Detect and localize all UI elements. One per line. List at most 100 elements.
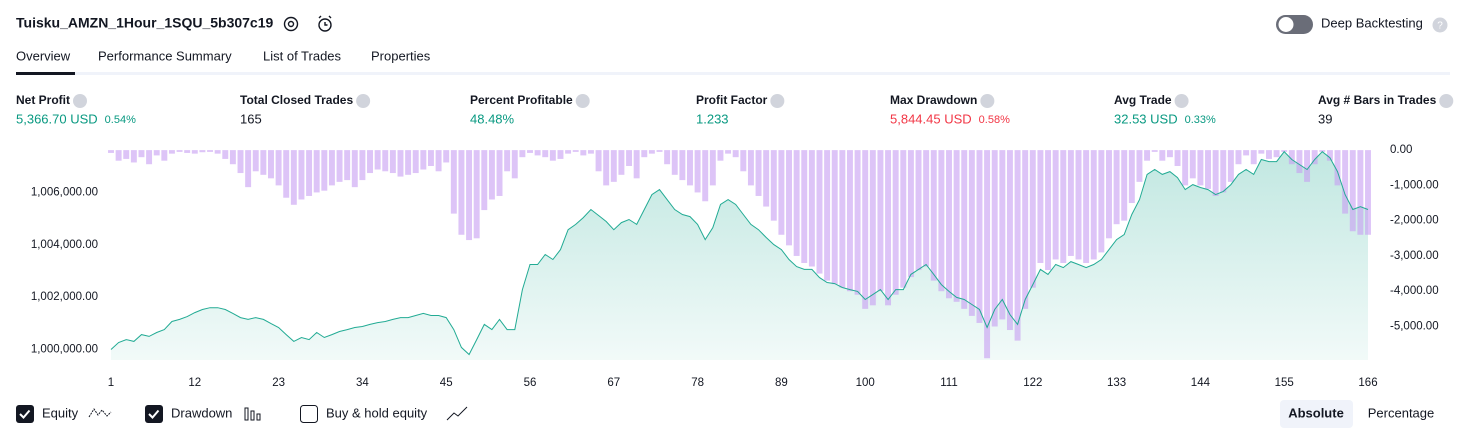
legend-label: Drawdown xyxy=(171,405,232,420)
drawdown-bar xyxy=(1227,150,1234,182)
drawdown-bar xyxy=(732,150,739,158)
legend: Equity Drawdown Buy & hold equity xyxy=(16,405,468,423)
drawdown-bar xyxy=(687,150,693,186)
drawdown-bar xyxy=(1182,150,1189,186)
checkbox-unchecked[interactable] xyxy=(300,405,318,423)
settings-icon[interactable] xyxy=(283,16,299,32)
drawdown-bar xyxy=(1212,150,1219,196)
x-tick-label: 23 xyxy=(272,377,285,389)
mode-label: Absolute xyxy=(1288,405,1344,420)
drawdown-bar xyxy=(458,150,465,235)
drawdown-bar xyxy=(222,150,229,159)
x-tick-label: 122 xyxy=(1023,377,1042,389)
drawdown-bar xyxy=(854,150,861,295)
drawdown-bar xyxy=(321,150,328,191)
drawdown-bar xyxy=(648,150,655,154)
drawdown-bar xyxy=(161,150,168,161)
y-tick-label: 1,000,000.00 xyxy=(31,344,98,356)
drawdown-bar xyxy=(1296,150,1303,174)
info-icon xyxy=(1439,94,1454,108)
x-tick-label: 12 xyxy=(188,377,201,389)
drawdown-bar xyxy=(229,150,236,165)
drawdown-bar xyxy=(153,150,160,156)
drawdown-bar xyxy=(953,150,960,302)
drawdown-bar xyxy=(755,150,762,196)
drawdown-bar xyxy=(869,150,876,306)
drawdown-bar xyxy=(1037,150,1044,263)
tab[interactable]: Performance Summary xyxy=(98,48,232,63)
drawdown-bar xyxy=(1090,150,1097,260)
mode-button-active[interactable] xyxy=(1280,400,1353,428)
y2-tick-label: -5,000.00 xyxy=(1390,321,1439,333)
drawdown-bar xyxy=(938,150,945,292)
y2-tick-label: 0.00 xyxy=(1390,144,1412,156)
drawdown-bar xyxy=(892,150,899,295)
drawdown-bar xyxy=(306,150,313,196)
drawdown-bar xyxy=(999,150,1006,320)
drawdown-bar xyxy=(549,150,556,161)
drawdown-bar xyxy=(626,150,633,166)
drawdown-bar xyxy=(877,150,884,292)
drawdown-bar xyxy=(786,150,792,246)
drawdown-bar xyxy=(1288,150,1295,165)
tab[interactable]: Overview xyxy=(16,48,71,63)
drawdown-bar xyxy=(534,150,541,156)
x-tick-label: 56 xyxy=(524,377,537,389)
metric-percent: 0.54% xyxy=(105,114,136,126)
drawdown-bar xyxy=(793,150,800,256)
metric-value: 39 xyxy=(1318,111,1332,126)
help-icon[interactable] xyxy=(1432,17,1448,33)
drawdown-bar xyxy=(427,150,434,166)
drawdown-bar xyxy=(610,150,617,182)
drawdown-bar xyxy=(702,150,709,202)
drawdown-bar xyxy=(397,150,404,177)
drawdown-bar xyxy=(176,150,183,152)
metric-value: 5,366.70 USD xyxy=(16,111,98,126)
drawdown-bar xyxy=(1060,150,1067,263)
drawdown-bar xyxy=(298,150,305,200)
drawdown-bar xyxy=(717,150,724,161)
drawdown-bar xyxy=(511,150,518,179)
drawdown-bar xyxy=(389,150,396,174)
drawdown-bar xyxy=(1235,150,1242,165)
drawdown-bar xyxy=(618,150,625,175)
drawdown-bar xyxy=(1083,150,1090,263)
drawdown-bar xyxy=(991,150,998,327)
drawdown-bar xyxy=(405,150,412,175)
drawdown-bar xyxy=(1151,150,1158,152)
drawdown-bar xyxy=(473,150,480,239)
drawdown-bar xyxy=(443,150,450,163)
equity-icon xyxy=(88,408,112,418)
drawdown-bar xyxy=(709,150,716,186)
alert-icon[interactable] xyxy=(318,15,332,32)
tab[interactable]: Properties xyxy=(371,48,431,63)
equity-line xyxy=(110,150,1369,356)
drawdown-bar xyxy=(290,150,297,205)
x-tick-label: 133 xyxy=(1107,377,1126,389)
drawdown-bar xyxy=(641,150,648,158)
drawdown-bar xyxy=(108,150,114,153)
drawdown-bar xyxy=(450,150,457,214)
drawdown-bar xyxy=(1136,150,1143,182)
drawdown-bar xyxy=(275,150,282,186)
drawdown-bar xyxy=(1365,150,1371,235)
drawdown-bar xyxy=(1342,150,1349,214)
drawdown-bar xyxy=(1166,150,1173,158)
drawdown-bar xyxy=(694,150,701,193)
checkbox-checked[interactable] xyxy=(145,405,163,423)
drawdown-bar xyxy=(1349,150,1356,232)
checkbox-checked[interactable] xyxy=(16,405,34,423)
drawdown-bar xyxy=(1243,150,1250,156)
x-tick-label: 34 xyxy=(356,377,369,389)
metric-value: 32.53 USD xyxy=(1114,111,1178,126)
drawdown-bar xyxy=(138,150,145,158)
y-tick-label: 1,004,000.00 xyxy=(31,239,98,251)
x-tick-label: 45 xyxy=(440,377,453,389)
mode-label[interactable]: Percentage xyxy=(1368,405,1435,420)
check xyxy=(19,409,31,419)
drawdown-bar xyxy=(603,150,610,186)
tab[interactable]: List of Trades xyxy=(263,48,342,63)
drawdown-bar xyxy=(519,150,526,158)
metric-label: Profit Factor xyxy=(696,93,768,107)
metric-label: Total Closed Trades xyxy=(240,93,353,107)
